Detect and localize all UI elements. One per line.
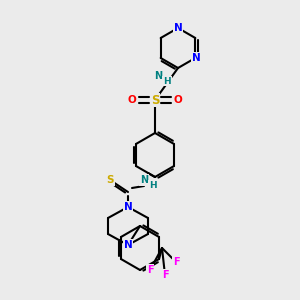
- Text: N: N: [124, 240, 132, 250]
- Text: F: F: [173, 257, 179, 267]
- Text: N: N: [140, 175, 148, 185]
- Text: O: O: [174, 95, 182, 105]
- Text: F: F: [147, 265, 153, 275]
- Text: N: N: [192, 53, 201, 63]
- Text: H: H: [163, 76, 171, 85]
- Text: N: N: [174, 23, 182, 33]
- Text: H: H: [149, 181, 157, 190]
- Text: S: S: [106, 175, 114, 185]
- Text: F: F: [162, 270, 168, 280]
- Text: S: S: [151, 94, 159, 106]
- Text: N: N: [124, 202, 132, 212]
- Text: O: O: [128, 95, 136, 105]
- Text: N: N: [154, 71, 162, 81]
